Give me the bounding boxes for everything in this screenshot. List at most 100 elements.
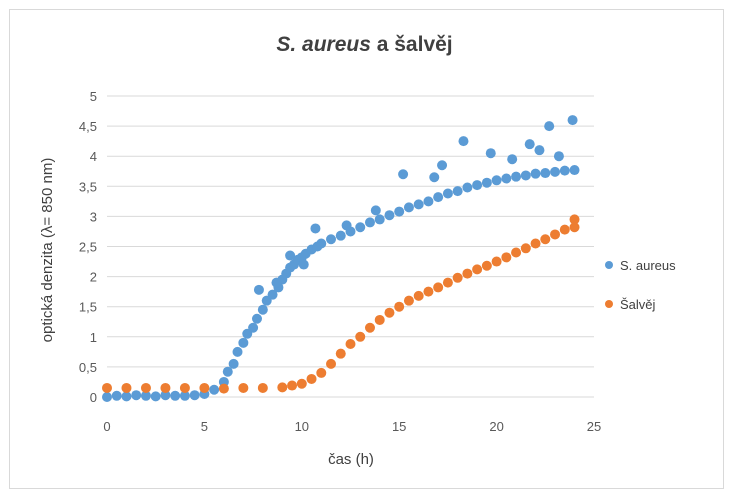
salvej-point	[364, 322, 375, 333]
salvej-point	[257, 382, 268, 393]
series-salvej	[102, 214, 580, 394]
salvej-point	[520, 243, 531, 254]
salvej-point	[374, 314, 385, 325]
salvej-point	[160, 382, 171, 393]
s-aureus-point	[429, 172, 440, 183]
y-tick-label: 3,5	[79, 179, 97, 194]
series-s-aureus	[102, 115, 580, 402]
salvej-point	[394, 301, 405, 312]
s-aureus-point	[102, 392, 112, 402]
s-aureus-point	[267, 289, 278, 300]
s-aureus-point	[442, 188, 453, 199]
salvej-point	[403, 295, 414, 306]
x-axis-label: čas (h)	[328, 451, 374, 468]
x-tick-label: 20	[489, 419, 503, 434]
salvej-point	[102, 382, 112, 393]
s-aureus-point	[462, 182, 473, 193]
s-aureus-point	[355, 222, 366, 233]
salvej-point	[433, 282, 444, 293]
y-tick-label: 3	[90, 209, 97, 224]
s-aureus-point	[544, 121, 555, 132]
salvej-point	[121, 382, 132, 393]
salvej-point	[238, 382, 249, 393]
x-tick-label: 5	[201, 419, 208, 434]
s-aureus-point	[507, 154, 518, 165]
chart-title-rest: a šalvěj	[370, 33, 453, 56]
salvej-point	[491, 256, 502, 267]
s-aureus-point	[524, 139, 535, 150]
s-aureus-point	[370, 205, 381, 216]
s-aureus-point	[310, 223, 321, 234]
gridlines	[107, 95, 594, 398]
s-aureus-point	[248, 322, 259, 333]
salvej-point	[559, 224, 570, 235]
s-aureus-point	[398, 169, 409, 180]
chart-title-italic: S. aureus	[276, 33, 371, 56]
salvej-point	[140, 382, 151, 393]
s-aureus-point	[491, 175, 502, 186]
y-tick-label: 5	[90, 89, 97, 104]
y-tick-label: 1,5	[79, 300, 97, 315]
legend-marker-s-aureus	[605, 261, 613, 269]
legend-label-s-aureus: S. aureus	[620, 258, 676, 273]
s-aureus-point	[364, 217, 375, 228]
s-aureus-point	[433, 192, 444, 203]
salvej-point	[472, 264, 483, 275]
x-tick-label: 0	[103, 419, 110, 434]
s-aureus-point	[189, 390, 200, 401]
s-aureus-point	[326, 234, 337, 245]
salvej-point	[316, 367, 327, 378]
s-aureus-point	[501, 173, 512, 184]
x-tick-label: 15	[392, 419, 406, 434]
salvej-point	[550, 229, 561, 240]
chart-frame	[9, 9, 724, 489]
salvej-point	[540, 234, 551, 245]
salvej-point	[501, 252, 512, 263]
s-aureus-point	[567, 115, 578, 126]
s-aureus-point	[232, 346, 243, 357]
salvej-point	[511, 247, 522, 258]
y-tick-label: 2,5	[79, 240, 97, 255]
s-aureus-point	[530, 168, 541, 179]
s-aureus-point	[209, 384, 220, 395]
s-aureus-point	[238, 337, 249, 348]
s-aureus-point	[253, 284, 264, 295]
s-aureus-point	[384, 210, 395, 221]
s-aureus-point	[271, 277, 282, 288]
salvej-point	[326, 358, 337, 369]
x-tick-label: 10	[295, 419, 309, 434]
s-aureus-point	[285, 250, 296, 261]
salvej-point	[296, 378, 307, 389]
s-aureus-point	[131, 390, 142, 401]
salvej-point	[442, 277, 453, 288]
salvej-point	[218, 383, 229, 394]
s-aureus-point	[374, 214, 385, 225]
salvej-point	[413, 290, 424, 301]
s-aureus-point	[452, 186, 463, 197]
y-tick-label: 1	[90, 330, 97, 345]
salvej-point	[355, 331, 366, 342]
s-aureus-point	[403, 202, 414, 213]
salvej-point	[306, 373, 317, 384]
s-aureus-point	[150, 391, 161, 402]
salvej-point	[569, 214, 580, 225]
s-aureus-point	[140, 390, 151, 401]
salvej-point	[335, 348, 346, 359]
s-aureus-point	[540, 168, 551, 179]
y-axis-label: optická denzita (λ= 850 nm)	[39, 158, 56, 343]
y-tick-label: 4,5	[79, 119, 97, 134]
salvej-point	[569, 222, 580, 233]
salvej-point	[277, 382, 288, 393]
y-tick-label: 0,5	[79, 360, 97, 375]
s-aureus-point	[394, 206, 405, 217]
s-aureus-point	[569, 165, 580, 176]
s-aureus-point	[553, 151, 564, 162]
legend-marker-salvej	[605, 300, 613, 308]
chart-title: S. aureus a šalvěj	[0, 33, 729, 57]
salvej-point	[462, 268, 473, 279]
s-aureus-point	[472, 180, 483, 191]
s-aureus-point	[550, 166, 561, 177]
salvej-point	[199, 382, 210, 393]
s-aureus-point	[511, 171, 522, 182]
s-aureus-point	[481, 177, 492, 188]
